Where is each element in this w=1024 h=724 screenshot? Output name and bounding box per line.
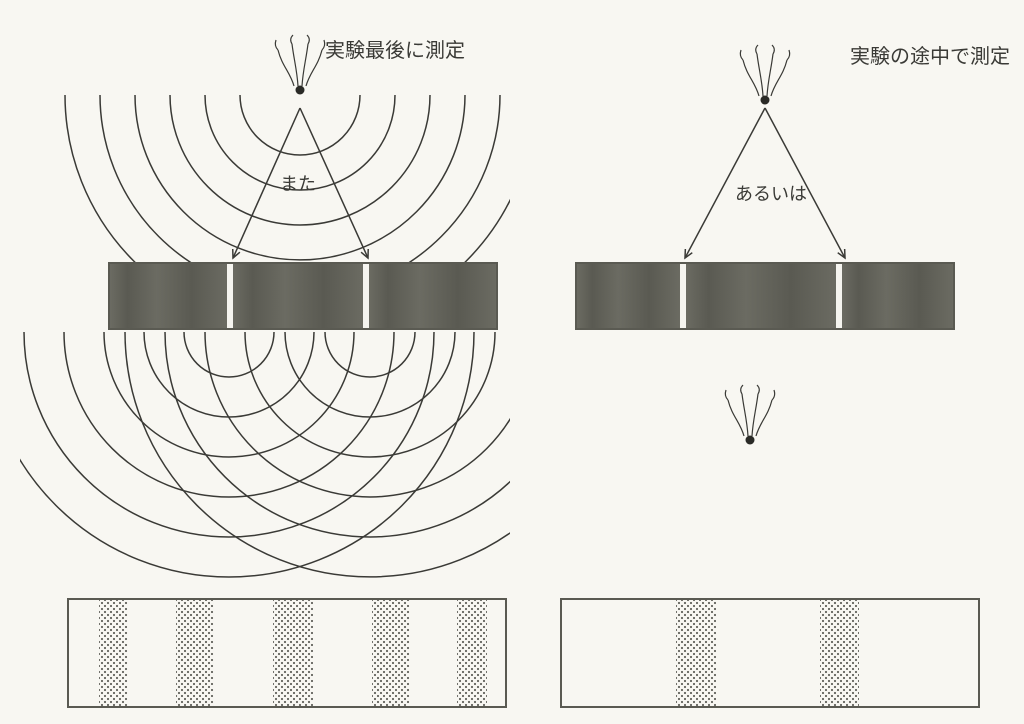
right-or-label: あるいは (735, 180, 807, 206)
empty-band (313, 600, 372, 706)
fringe-band (372, 600, 410, 706)
empty-band (562, 600, 676, 706)
detection-screen (560, 598, 980, 708)
barrier-segment (842, 264, 953, 328)
right-title: 実験の途中で測定 (850, 40, 1010, 69)
barrier-segment (369, 264, 496, 328)
empty-band (69, 600, 99, 706)
fringe-band (676, 600, 716, 706)
fringe-band (176, 600, 214, 706)
fringe-band (99, 600, 129, 706)
fringe-band (820, 600, 860, 706)
fringe-band (457, 600, 487, 706)
barrier-segment (110, 264, 227, 328)
empty-band (410, 600, 458, 706)
double-slit-barrier (575, 262, 955, 330)
left-and-label: また (280, 170, 316, 196)
empty-band (716, 600, 820, 706)
barrier-segment (233, 264, 364, 328)
empty-band (487, 600, 505, 706)
barrier-segment (686, 264, 836, 328)
detection-screen (67, 598, 507, 708)
double-slit-barrier (108, 262, 498, 330)
left-panel-wave-measurement: 実験最後に測定また (20, 0, 510, 724)
barrier-segment (577, 264, 680, 328)
fringe-band (273, 600, 313, 706)
empty-band (214, 600, 273, 706)
empty-band (859, 600, 978, 706)
left-title: 実験最後に測定 (325, 34, 465, 63)
empty-band (128, 600, 176, 706)
right-panel-particle-measurement: 実験の途中で測定あるいは (540, 0, 1010, 724)
